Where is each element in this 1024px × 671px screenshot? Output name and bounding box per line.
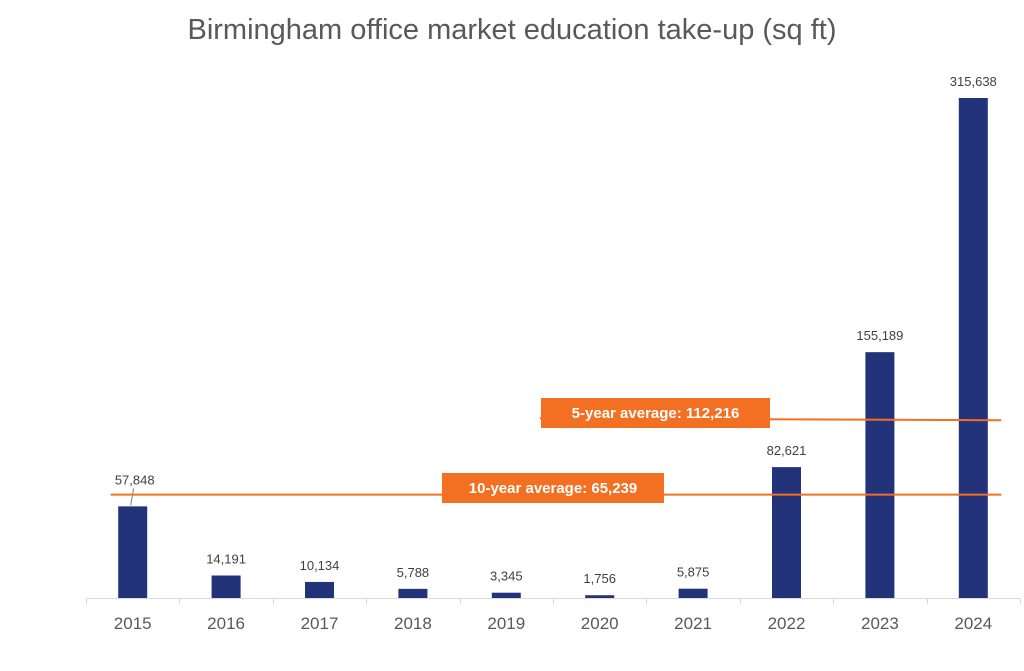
data-label-2016: 14,191 bbox=[206, 552, 246, 567]
bar-2018 bbox=[398, 588, 428, 598]
bar-2015 bbox=[118, 506, 148, 598]
bar-2022 bbox=[772, 467, 801, 598]
bar-2023 bbox=[865, 352, 895, 598]
data-label-2023: 155,189 bbox=[856, 328, 903, 343]
data-label-2019: 3,345 bbox=[490, 569, 523, 584]
data-label-2022: 82,621 bbox=[767, 443, 807, 458]
bar-2019 bbox=[491, 592, 521, 598]
chart-title: Birmingham office market education take-… bbox=[187, 14, 837, 46]
average-label-box-5-year bbox=[541, 398, 770, 428]
bar-2021 bbox=[678, 588, 708, 598]
data-label-2018: 5,788 bbox=[397, 565, 430, 580]
data-label-2020: 1,756 bbox=[583, 571, 616, 586]
data-label-2021: 5,875 bbox=[677, 565, 710, 580]
bar-2017 bbox=[305, 581, 334, 598]
x-tick-label-2020: 2020 bbox=[581, 614, 619, 633]
data-label-2024: 315,638 bbox=[950, 74, 997, 89]
x-tick-label-2015: 2015 bbox=[114, 614, 152, 633]
bar-2024 bbox=[958, 98, 988, 598]
average-label-box-10-year bbox=[442, 473, 664, 503]
average-label-10-year: 10-year average: 65,239 bbox=[469, 480, 637, 497]
x-tick-label-2023: 2023 bbox=[861, 614, 899, 633]
data-label-leader-line bbox=[130, 488, 135, 506]
x-tick-label-2016: 2016 bbox=[207, 614, 245, 633]
bar-2020 bbox=[585, 595, 615, 598]
x-tick-label-2019: 2019 bbox=[487, 614, 525, 633]
x-tick-label-2022: 2022 bbox=[768, 614, 806, 633]
x-tick-label-2021: 2021 bbox=[674, 614, 712, 633]
bar-2016 bbox=[211, 575, 241, 598]
data-label-2017: 10,134 bbox=[300, 558, 340, 573]
x-tick-label-2018: 2018 bbox=[394, 614, 432, 633]
x-tick-label-2024: 2024 bbox=[954, 614, 992, 633]
x-tick-label-2017: 2017 bbox=[301, 614, 339, 633]
average-label-5-year: 5-year average: 112,216 bbox=[572, 405, 740, 422]
data-label-2015: 57,848 bbox=[115, 472, 155, 487]
